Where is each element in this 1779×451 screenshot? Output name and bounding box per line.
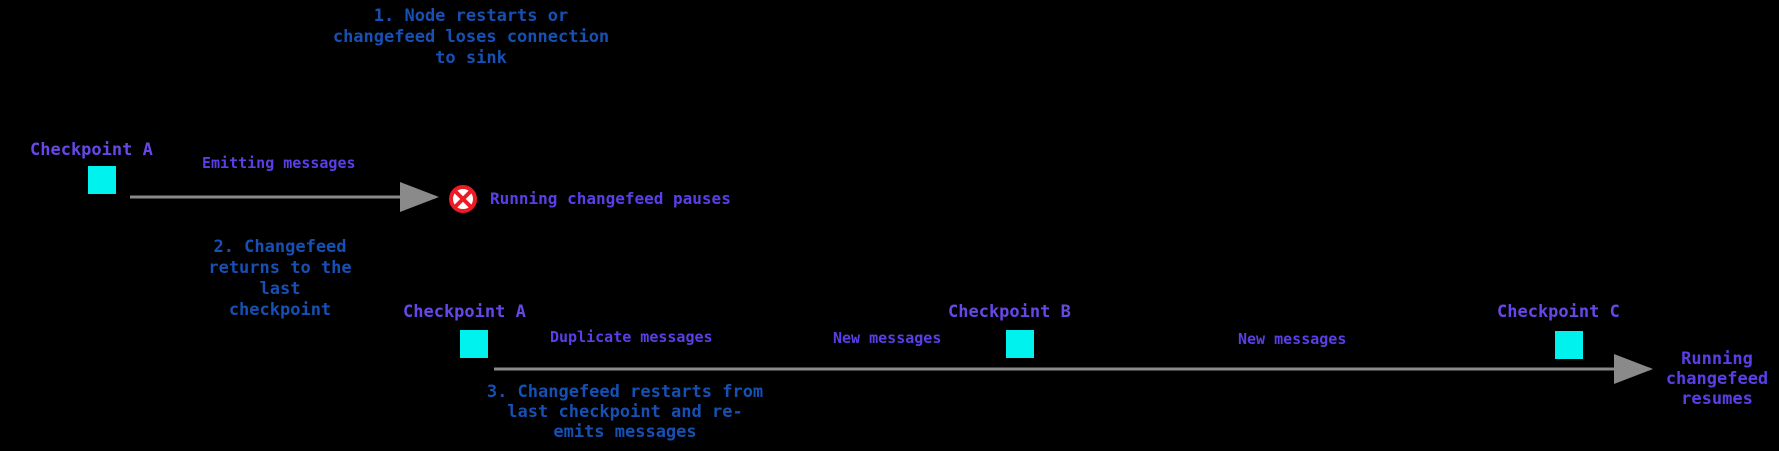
resume-label: Running changefeed resumes — [1665, 349, 1769, 409]
checkpoint-a-marker-2 — [460, 330, 488, 358]
duplicate-messages-label: Duplicate messages — [550, 328, 713, 346]
checkpoint-c-marker — [1555, 331, 1583, 359]
note-step-3: 3. Changefeed restarts from last checkpo… — [486, 382, 764, 442]
checkpoint-a-label-1: Checkpoint A — [30, 140, 153, 160]
checkpoint-b-marker — [1006, 330, 1034, 358]
checkpoint-c-label: Checkpoint C — [1497, 302, 1620, 322]
changefeed-paused-icon — [449, 185, 477, 213]
pause-label: Running changefeed pauses — [490, 189, 731, 208]
checkpoint-a-label-2: Checkpoint A — [403, 302, 526, 322]
checkpoint-b-label: Checkpoint B — [948, 302, 1071, 322]
emitting-messages-label: Emitting messages — [202, 154, 356, 172]
new-messages-label-2: New messages — [1238, 330, 1347, 348]
new-messages-label-1: New messages — [833, 329, 942, 347]
checkpoint-a-marker-1 — [88, 166, 116, 194]
note-step-2: 2. Changefeed returns to the last checkp… — [208, 237, 352, 320]
note-step-1: 1. Node restarts or changefeed loses con… — [332, 6, 610, 68]
